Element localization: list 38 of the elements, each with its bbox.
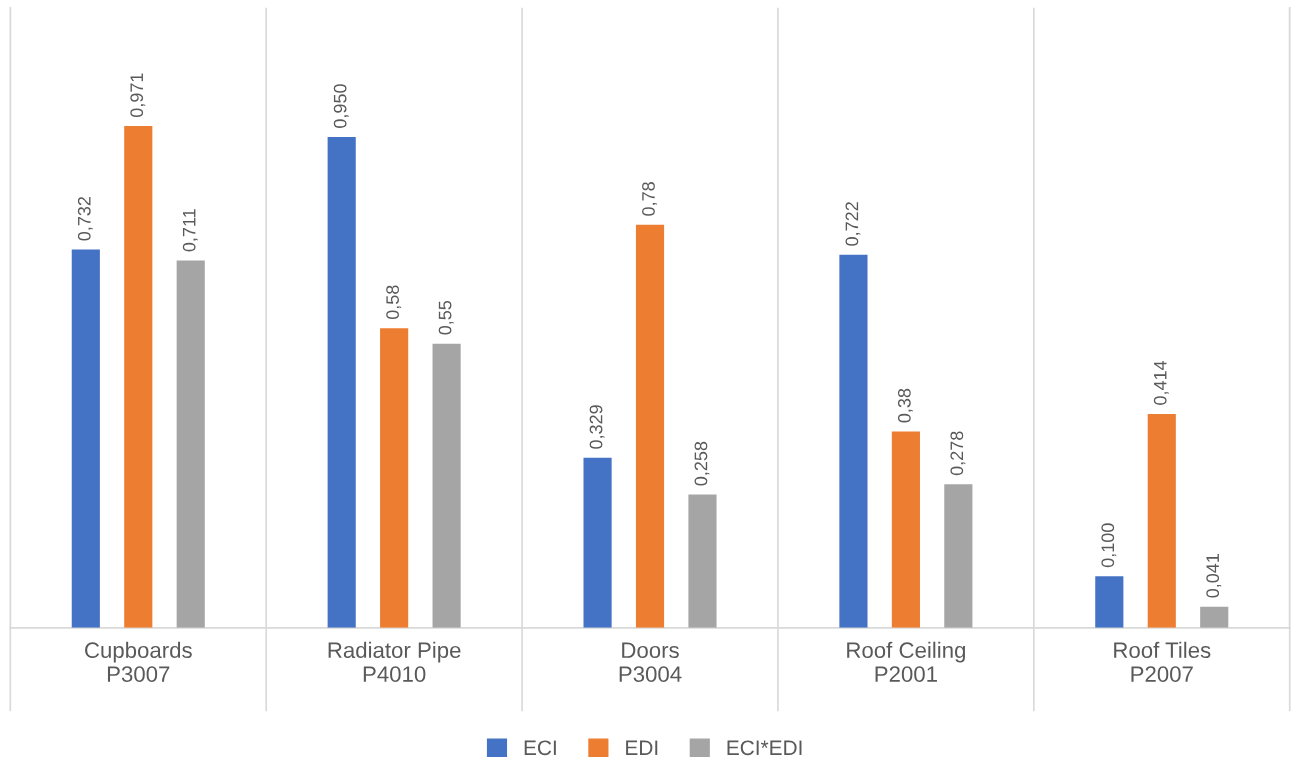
data-label: 0,329 — [589, 405, 605, 449]
bar — [432, 343, 461, 628]
bar — [688, 494, 717, 628]
bar — [176, 260, 205, 628]
bar — [944, 484, 973, 628]
bar — [327, 136, 356, 628]
bar — [891, 431, 920, 628]
x-tick-label: Roof Tiles P2007 — [1114, 641, 1211, 682]
bar — [635, 224, 665, 628]
legend-label: ECI — [524, 740, 556, 756]
data-label: 0,38 — [897, 388, 913, 423]
data-label: 0,950 — [333, 84, 349, 128]
x-tick-label: Radiator Pipe P4010 — [328, 641, 461, 682]
bar — [124, 126, 153, 628]
bar — [380, 328, 409, 628]
legend-label: EDI — [626, 740, 658, 755]
data-label: 0,722 — [845, 202, 861, 246]
x-tick-label: Cupboards P3007 — [85, 641, 192, 682]
bar — [839, 254, 868, 628]
data-label: 0,58 — [386, 285, 402, 320]
bar — [1147, 413, 1176, 628]
x-tick-label: Roof Ceiling P2001 — [847, 641, 965, 682]
bar — [1200, 606, 1229, 628]
bar — [1095, 576, 1124, 628]
data-label: 0,414 — [1153, 360, 1169, 405]
data-label: 0,278 — [950, 431, 966, 476]
data-label: 0,041 — [1206, 554, 1222, 598]
data-label: 0,258 — [694, 441, 710, 486]
legend-label: ECI*EDI — [727, 740, 802, 756]
data-label: 0,100 — [1101, 523, 1117, 568]
data-label: 0,711 — [182, 209, 198, 252]
data-label: 0,78 — [642, 182, 657, 216]
data-label: 0,55 — [438, 300, 454, 335]
bar — [583, 457, 612, 628]
data-label: 0,732 — [77, 197, 93, 241]
x-tick-label: Doors P3004 — [619, 642, 682, 682]
bar — [71, 249, 100, 628]
data-label: 0,971 — [130, 73, 146, 118]
